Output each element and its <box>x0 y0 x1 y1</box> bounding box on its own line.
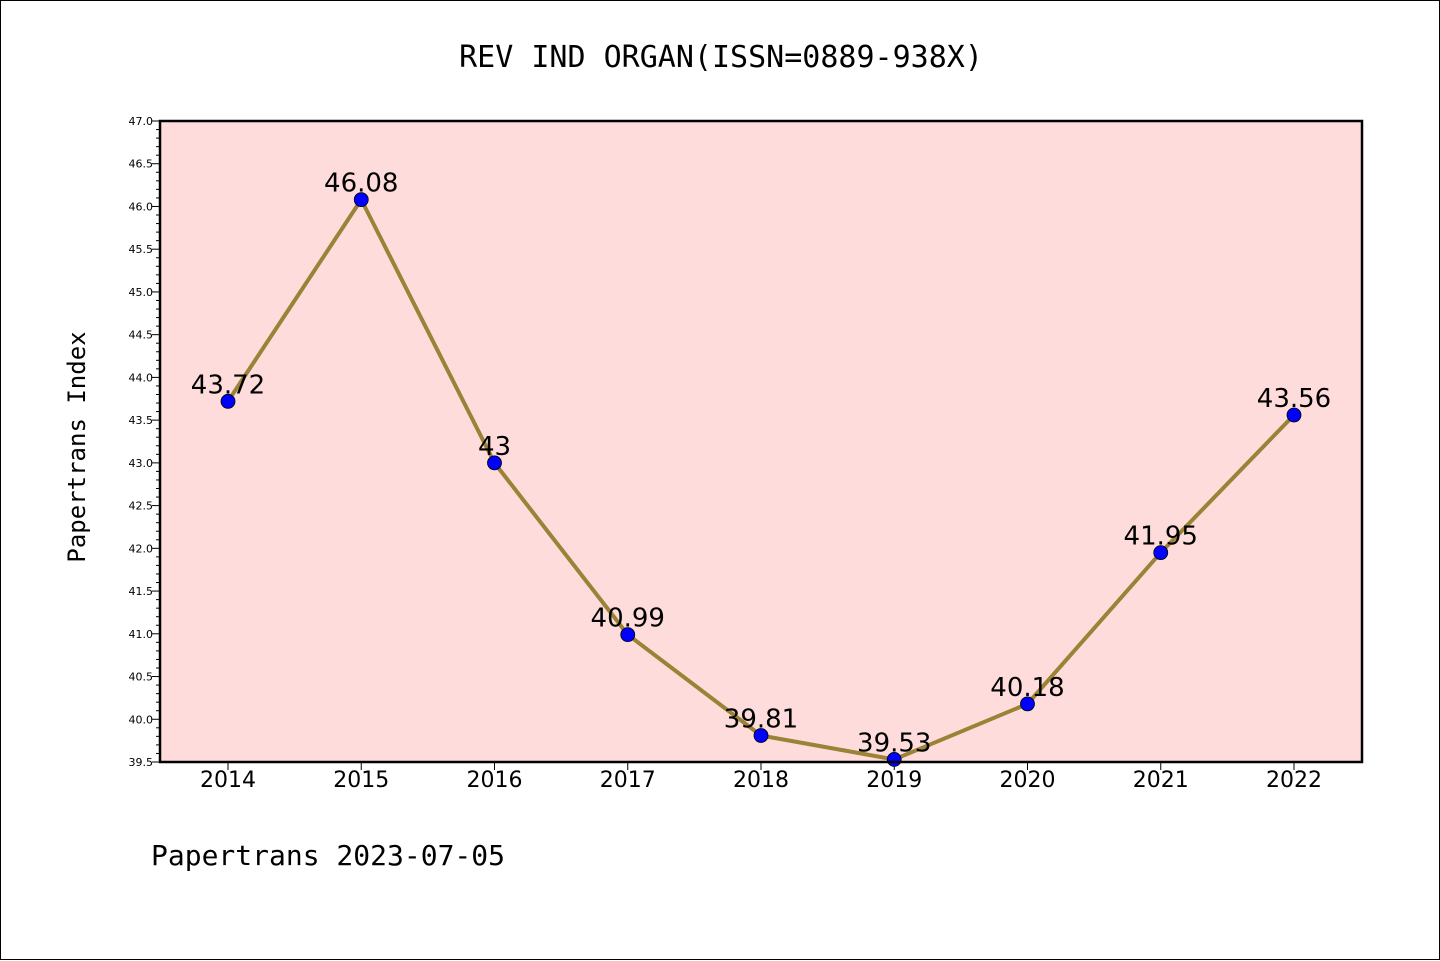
x-axis-ticks: 2014 2015 2016 2017 2018 2019 2020 2021 2022 <box>200 762 1322 793</box>
data-point <box>1286 407 1302 423</box>
data-label: 43.56 <box>1257 384 1331 414</box>
y-tick-label: 46.5 <box>129 158 154 171</box>
data-label: 40.99 <box>591 604 665 634</box>
data-point <box>753 728 769 743</box>
x-tick-label: 2022 <box>1266 768 1322 793</box>
data-point <box>220 393 236 409</box>
y-tick-label: 45.5 <box>129 243 154 256</box>
x-tick-label: 2016 <box>467 768 523 793</box>
plot-area <box>160 121 1362 762</box>
data-point <box>620 627 636 643</box>
y-tick-label: 46.0 <box>129 200 154 213</box>
data-label: 43.72 <box>191 370 265 400</box>
y-tick-label: 42.5 <box>129 500 154 513</box>
data-point <box>487 455 502 471</box>
y-axis-ticks: 39.5 40.0 40.5 41.0 41.5 42.0 42.5 43.0 43.5 44.0… <box>129 115 160 769</box>
footer-text: Papertrans 2023-07-05 <box>151 839 505 872</box>
chart-title: REV IND ORGAN(ISSN=0889-938X) <box>459 40 983 75</box>
data-point <box>1020 696 1035 712</box>
x-tick-label: 2014 <box>200 768 256 793</box>
data-label: 39.53 <box>857 728 931 758</box>
y-tick-label: 41.5 <box>129 585 154 598</box>
data-point <box>1153 545 1169 561</box>
y-tick-label: 44.0 <box>129 371 154 384</box>
y-tick-label: 47.0 <box>129 115 154 128</box>
y-tick-label: 45.0 <box>129 286 154 299</box>
y-tick-label: 43.0 <box>129 457 154 470</box>
y-axis-label: Papertrans Index <box>63 331 91 562</box>
x-tick-label: 2019 <box>866 768 922 793</box>
y-tick-label: 44.5 <box>129 329 154 342</box>
data-point <box>353 192 369 208</box>
series-layer: 43.72 46.08 43 40.99 39.81 39.53 40.18 41.95 43.… <box>191 169 1331 767</box>
y-tick-label: 42.0 <box>129 542 154 555</box>
y-tick-label: 39.5 <box>129 756 154 769</box>
x-tick-label: 2017 <box>600 768 656 793</box>
y-tick-label: 43.5 <box>129 414 154 427</box>
y-tick-label: 41.0 <box>129 628 154 641</box>
data-label: 39.81 <box>724 705 798 735</box>
y-tick-label: 40.0 <box>129 713 154 726</box>
data-label: 43 <box>478 432 511 462</box>
x-tick-label: 2021 <box>1133 768 1189 793</box>
y-tick-label: 40.5 <box>129 671 154 684</box>
x-tick-label: 2018 <box>733 768 789 793</box>
plot-border <box>158 119 1364 764</box>
x-tick-label: 2015 <box>333 768 389 793</box>
data-label: 41.95 <box>1124 522 1198 552</box>
data-label: 40.18 <box>990 673 1064 703</box>
x-tick-label: 2020 <box>1000 768 1056 793</box>
data-label: 46.08 <box>324 169 398 199</box>
